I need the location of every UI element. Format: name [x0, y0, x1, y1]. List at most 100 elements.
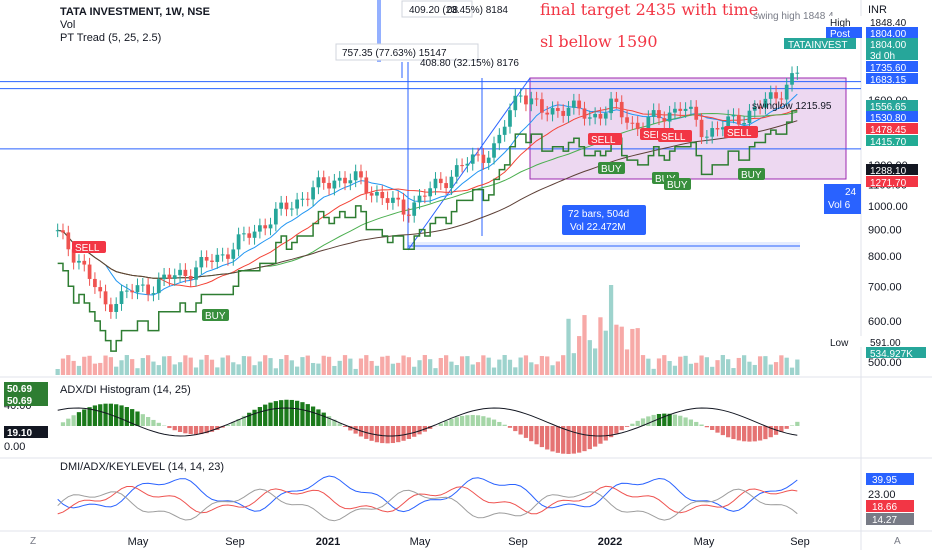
candle-body[interactable] — [593, 113, 597, 118]
candle-body[interactable] — [364, 177, 369, 194]
candle-body[interactable] — [689, 106, 693, 109]
candle-body[interactable] — [172, 275, 177, 279]
candle-body[interactable] — [779, 98, 784, 100]
candle-body[interactable] — [540, 99, 544, 113]
horizontal-levels[interactable] — [0, 81, 861, 206]
buy-signal[interactable]: BUY — [598, 162, 625, 175]
candle-body[interactable] — [657, 110, 661, 119]
candle-body[interactable] — [321, 177, 326, 183]
candle-body[interactable] — [635, 122, 640, 130]
candle-body[interactable] — [438, 178, 443, 184]
candle-body[interactable] — [508, 110, 512, 127]
candle-body[interactable] — [226, 254, 230, 259]
candle-body[interactable] — [242, 233, 246, 235]
candle-body[interactable] — [401, 199, 406, 215]
candle-body[interactable] — [662, 118, 667, 122]
bars-range-box[interactable] — [562, 205, 646, 235]
candle-body[interactable] — [529, 98, 534, 105]
candle-body[interactable] — [337, 177, 342, 181]
candle-body[interactable] — [619, 101, 624, 118]
candle-body[interactable] — [763, 98, 768, 108]
candle-body[interactable] — [343, 177, 347, 184]
candle-body[interactable] — [295, 199, 299, 209]
candle-body[interactable] — [268, 224, 273, 229]
candle-body[interactable] — [369, 193, 374, 196]
buy-signal[interactable]: BUY — [664, 178, 691, 191]
candle-body[interactable] — [454, 165, 459, 177]
candle-body[interactable] — [188, 275, 193, 280]
candle-body[interactable] — [768, 92, 773, 99]
candle-body[interactable] — [156, 279, 161, 294]
candle-body[interactable] — [774, 92, 778, 99]
candle-body[interactable] — [82, 260, 87, 265]
candle-body[interactable] — [289, 208, 294, 210]
candle-body[interactable] — [396, 197, 401, 200]
candle-body[interactable] — [130, 290, 135, 293]
candle-body[interactable] — [305, 198, 310, 200]
sell-signal[interactable]: SELL — [72, 241, 106, 254]
candle-body[interactable] — [481, 154, 486, 163]
candle-body[interactable] — [571, 100, 576, 108]
candle-body[interactable] — [492, 143, 496, 158]
candle-body[interactable] — [630, 122, 635, 124]
candle-body[interactable] — [385, 198, 390, 203]
candle-body[interactable] — [582, 108, 587, 119]
candle-body[interactable] — [603, 113, 608, 119]
candle-body[interactable] — [524, 95, 528, 105]
candle-body[interactable] — [566, 107, 571, 116]
candle-body[interactable] — [460, 165, 464, 167]
candle-body[interactable] — [747, 110, 752, 124]
candle-body[interactable] — [93, 278, 97, 288]
candle-body[interactable] — [625, 117, 629, 123]
candle-body[interactable] — [194, 267, 198, 280]
candle-body[interactable] — [736, 114, 741, 125]
candle-body[interactable] — [263, 225, 268, 229]
candle-body[interactable] — [391, 197, 395, 203]
candle-body[interactable] — [183, 269, 188, 276]
timezone-left-icon[interactable]: Z — [30, 536, 36, 547]
candle-body[interactable] — [742, 123, 746, 125]
target-annotation[interactable]: final target 2435 with time — [540, 0, 758, 19]
candle-body[interactable] — [726, 116, 731, 128]
candle-body[interactable] — [433, 178, 438, 189]
candle-body[interactable] — [422, 195, 427, 197]
candle-body[interactable] — [204, 257, 209, 261]
candle-body[interactable] — [151, 293, 156, 295]
candle-body[interactable] — [380, 191, 385, 199]
candle-body[interactable] — [731, 114, 736, 117]
candle-body[interactable] — [705, 136, 709, 138]
sell-signal[interactable]: SELL — [588, 133, 622, 146]
buy-signal[interactable]: BUY — [202, 309, 229, 322]
candle-body[interactable] — [678, 108, 683, 111]
partial-box[interactable] — [824, 184, 861, 214]
auto-scale-icon[interactable]: A — [894, 536, 901, 547]
candle-body[interactable] — [258, 225, 262, 232]
candle-body[interactable] — [71, 249, 76, 263]
candle-body[interactable] — [407, 214, 411, 216]
candle-body[interactable] — [236, 234, 241, 250]
candle-body[interactable] — [758, 106, 762, 108]
candle-body[interactable] — [215, 254, 220, 262]
candle-body[interactable] — [752, 106, 757, 111]
candle-body[interactable] — [146, 284, 150, 295]
candle-body[interactable] — [135, 285, 140, 293]
candle-body[interactable] — [167, 274, 172, 279]
candle-body[interactable] — [720, 127, 725, 130]
candle-body[interactable] — [449, 176, 454, 189]
candle-body[interactable] — [178, 269, 182, 276]
candle-body[interactable] — [210, 260, 214, 262]
candle-body[interactable] — [353, 171, 358, 181]
candle-body[interactable] — [252, 231, 257, 238]
candle-body[interactable] — [561, 110, 566, 116]
candle-body[interactable] — [550, 108, 555, 115]
candle-body[interactable] — [710, 128, 715, 137]
candle-body[interactable] — [279, 202, 284, 209]
candle-body[interactable] — [545, 112, 550, 115]
candle-body[interactable] — [417, 195, 422, 203]
candle-body[interactable] — [103, 291, 108, 305]
sell-signal[interactable]: SELL — [724, 126, 758, 139]
candle-body[interactable] — [114, 303, 119, 312]
candle-body[interactable] — [87, 264, 92, 279]
candle-body[interactable] — [109, 304, 113, 312]
